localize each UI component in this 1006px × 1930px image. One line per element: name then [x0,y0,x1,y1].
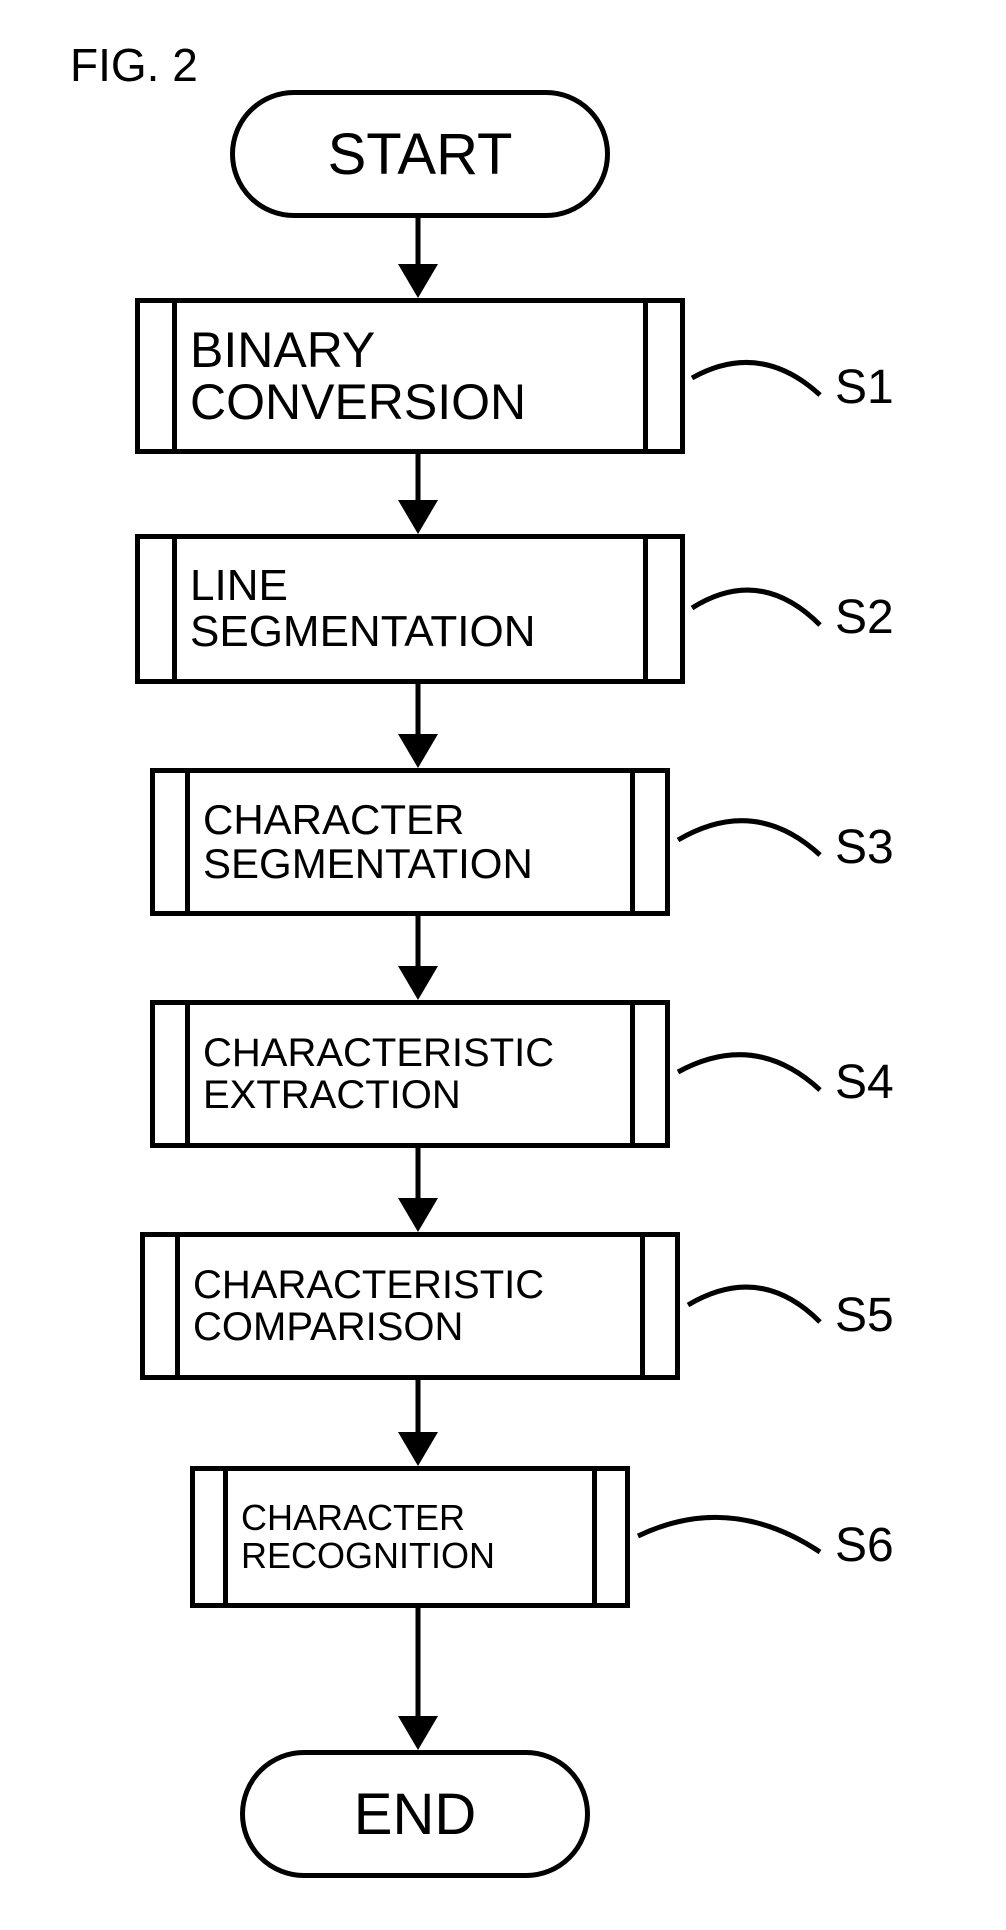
flow-arrow-head [398,966,438,1000]
step-label-s3: S3 [835,820,894,875]
leader-line-s2 [692,590,820,625]
leader-line-s1 [692,362,820,395]
leader-line-s5 [688,1287,820,1322]
leader-line-s6 [638,1517,820,1552]
flow-arrow-head [398,1198,438,1232]
flow-arrow-head [398,500,438,534]
flow-arrow-head [398,1716,438,1750]
step-label-s4: S4 [835,1055,894,1110]
flow-arrow-head [398,734,438,768]
connector-layer [0,0,1006,1930]
flow-arrow-head [398,264,438,298]
step-label-s6: S6 [835,1518,894,1573]
step-label-s2: S2 [835,590,894,645]
step-label-s1: S1 [835,360,894,415]
step-label-s5: S5 [835,1288,894,1343]
leader-line-s4 [678,1055,820,1090]
flow-arrow-head [398,1432,438,1466]
leader-line-s3 [678,821,820,855]
